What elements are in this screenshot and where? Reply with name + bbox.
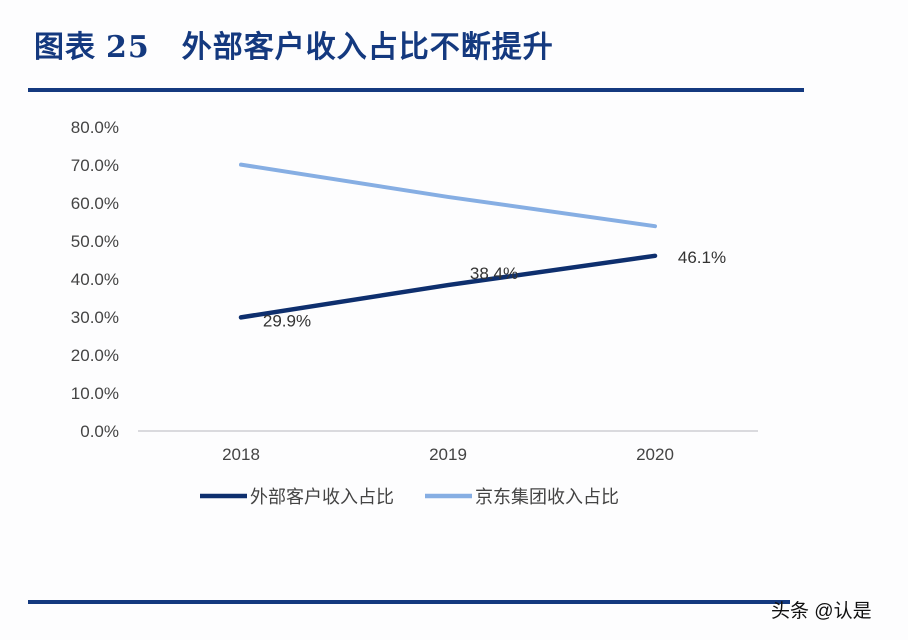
y-tick-label: 10.0%	[71, 384, 119, 403]
legend-label: 外部客户收入占比	[250, 487, 394, 507]
y-tick-label: 50.0%	[71, 232, 119, 251]
legend-label: 京东集团收入占比	[475, 487, 619, 507]
series-line	[239, 162, 657, 229]
y-tick-label: 40.0%	[71, 270, 119, 289]
data-label: 46.1%	[678, 248, 726, 267]
y-tick-label: 0.0%	[80, 422, 119, 441]
y-axis-ticks: 0.0% 10.0% 20.0% 30.0% 40.0% 50.0% 60.0% 70.0% 8…	[71, 118, 119, 441]
x-tick-label: 2019	[429, 445, 467, 464]
y-tick-label: 30.0%	[71, 308, 119, 327]
y-tick-label: 70.0%	[71, 156, 119, 175]
bottom-divider	[28, 600, 790, 604]
data-labels: 29.9% 38.4% 46.1%	[263, 248, 726, 331]
y-tick-label: 80.0%	[71, 118, 119, 137]
x-tick-label: 2018	[222, 445, 260, 464]
watermark: 头条 @认是	[771, 601, 872, 622]
top-divider	[28, 88, 804, 92]
y-tick-label: 60.0%	[71, 194, 119, 213]
x-tick-label: 2020	[636, 445, 674, 464]
figure-number: 25	[106, 30, 150, 65]
data-label: 38.4%	[470, 264, 518, 283]
figure-title: 图表 25 外部客户收入占比不断提升	[34, 22, 554, 66]
figure-label: 图表	[34, 30, 96, 65]
figure-title-text: 外部客户收入占比不断提升	[181, 30, 554, 65]
data-label: 29.9%	[263, 311, 311, 330]
series-line	[238, 253, 658, 320]
y-tick-label: 20.0%	[71, 346, 119, 365]
x-axis-ticks: 2018 2019 2020	[222, 445, 674, 464]
legend: 外部客户收入占比 京东集团收入占比	[200, 487, 619, 507]
series-lines	[238, 162, 658, 320]
